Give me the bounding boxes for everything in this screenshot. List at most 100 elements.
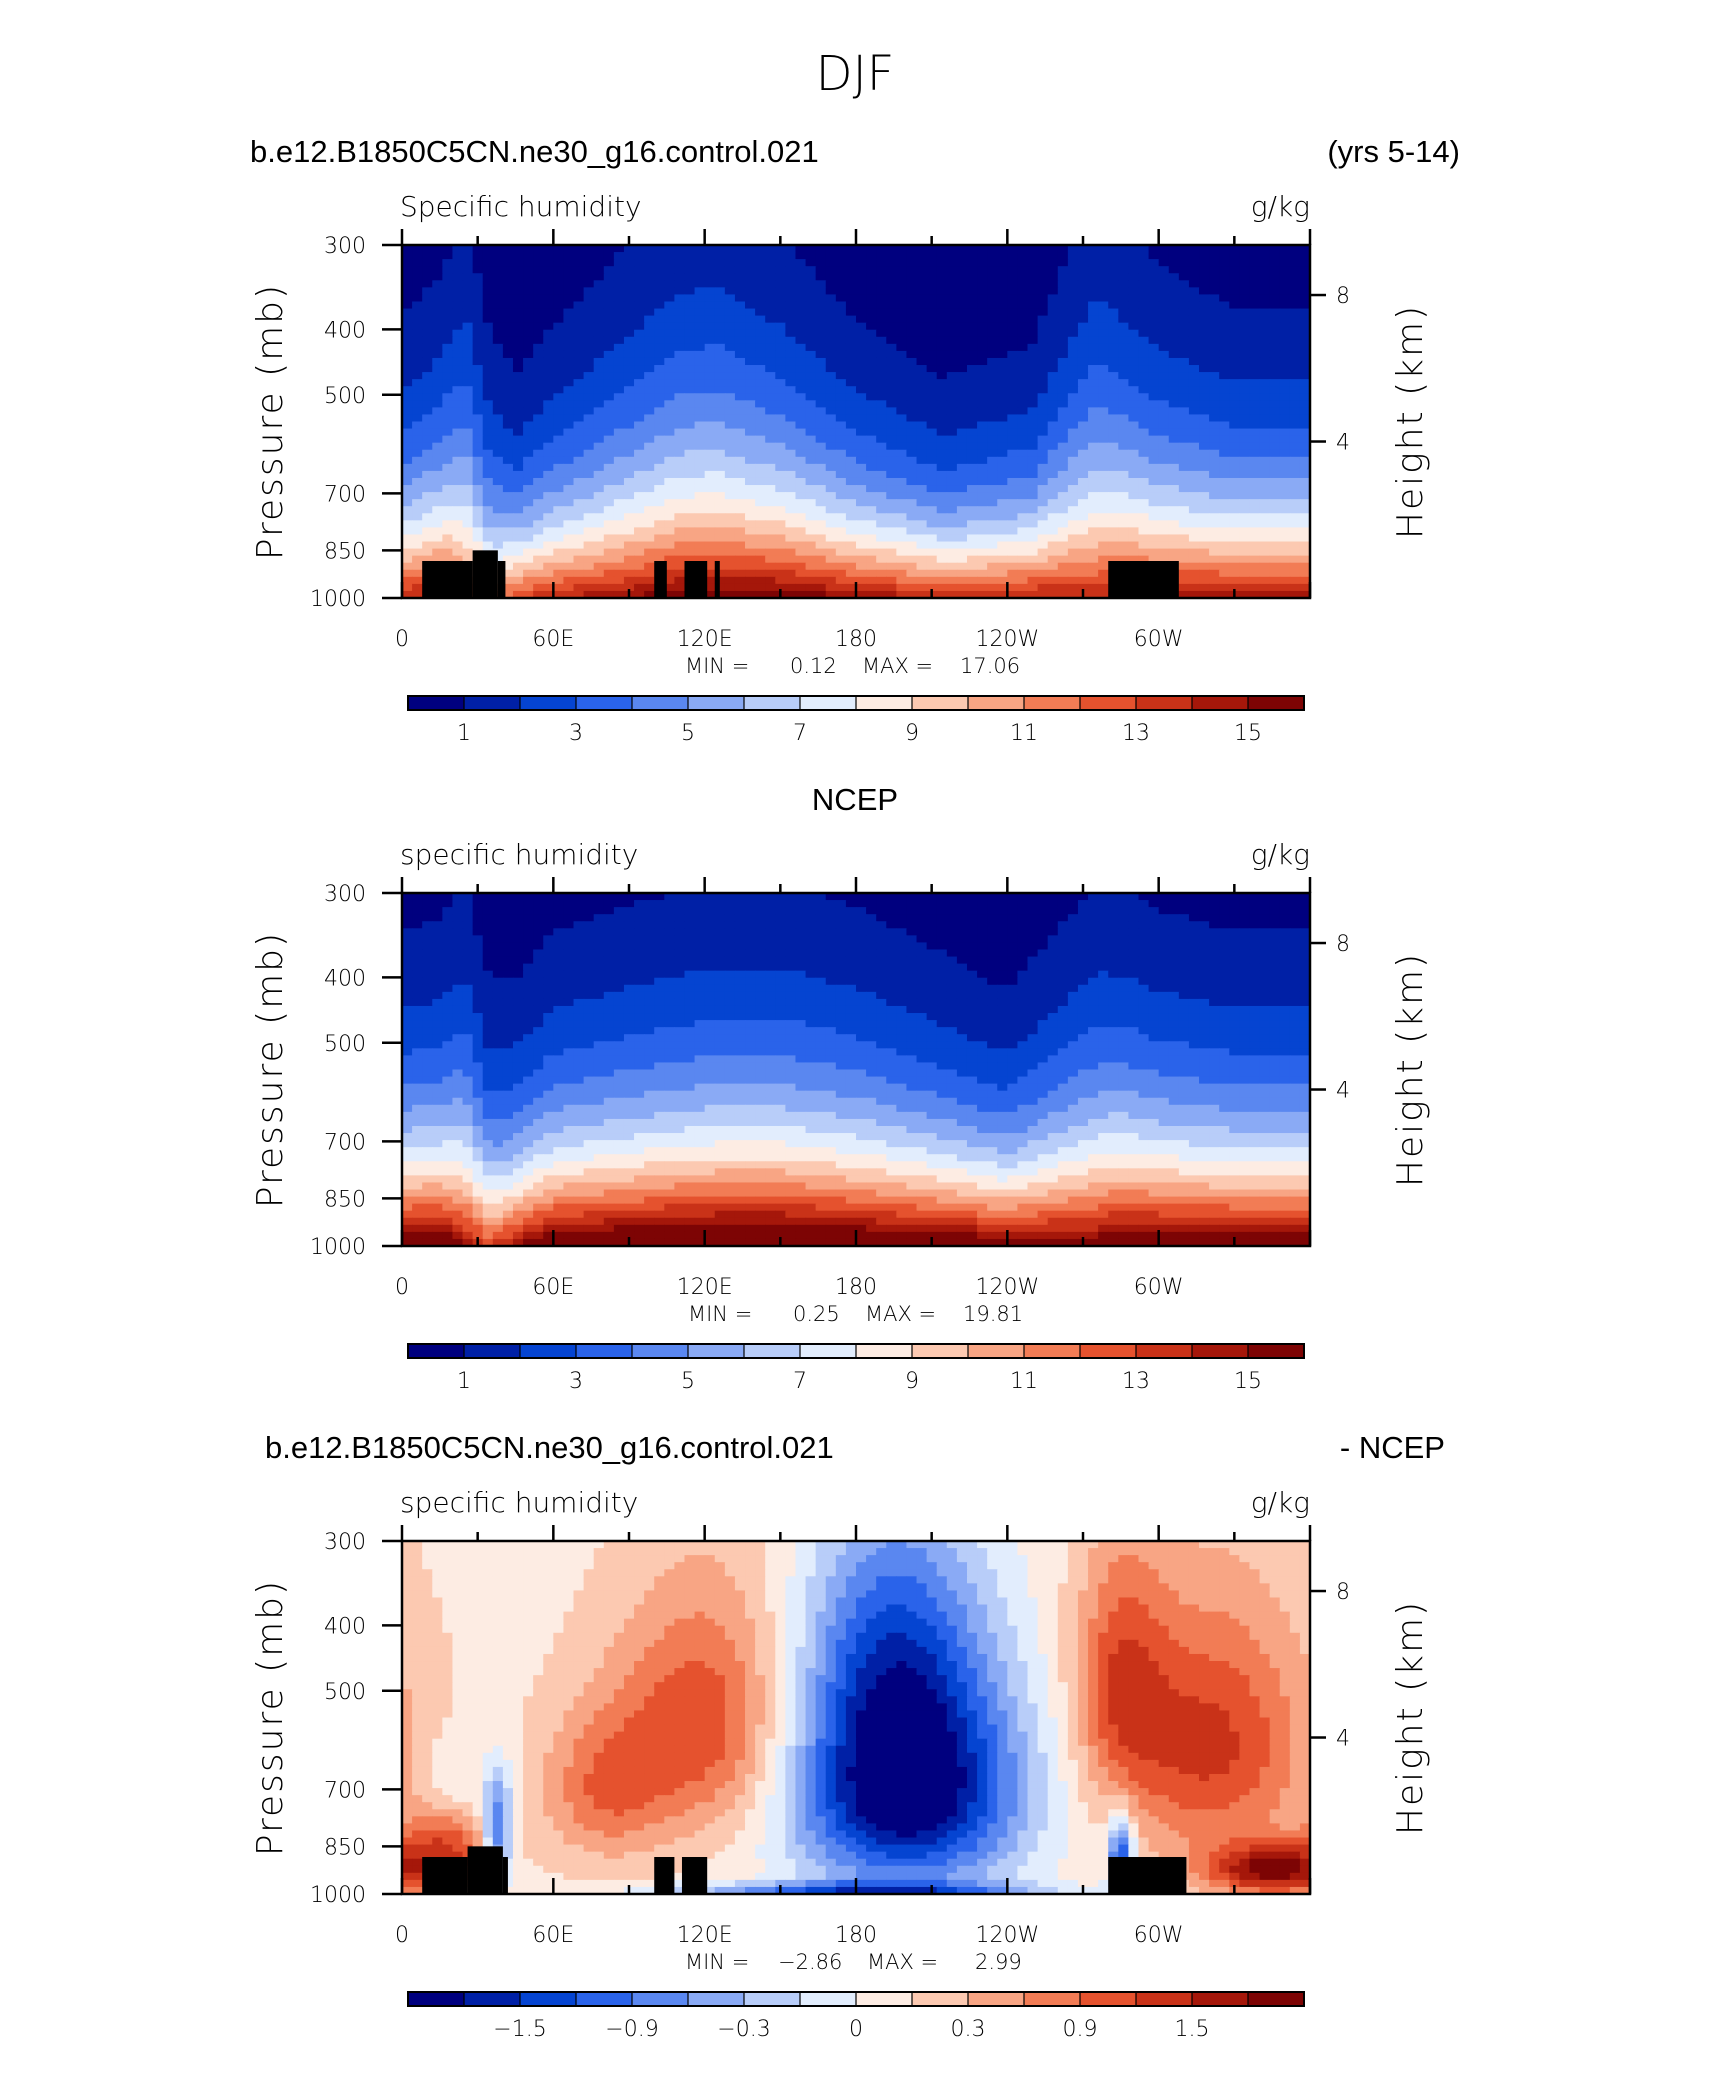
field-cell xyxy=(402,541,413,550)
field-cell xyxy=(593,372,605,380)
field-cell xyxy=(1138,456,1150,465)
field-cell xyxy=(563,576,575,585)
field-cell xyxy=(482,245,494,253)
field-cell xyxy=(805,400,817,408)
field-cell xyxy=(987,280,998,288)
field-cell xyxy=(1239,287,1251,296)
field-cell xyxy=(704,414,716,423)
field-cell xyxy=(1098,506,1109,514)
field-cell xyxy=(966,435,978,444)
field-cell xyxy=(916,527,928,536)
field-cell xyxy=(644,569,655,578)
field-cell xyxy=(845,336,857,345)
field-cell xyxy=(442,329,454,338)
field-cell xyxy=(553,470,565,479)
field-cell xyxy=(1037,506,1049,514)
field-cell xyxy=(603,569,615,578)
field-cell xyxy=(866,308,877,317)
field-cell xyxy=(956,548,968,557)
field-cell xyxy=(966,365,978,373)
field-cell xyxy=(1299,576,1311,585)
field-cell xyxy=(613,485,625,493)
colorbar-swatch xyxy=(1079,695,1137,711)
field-cell xyxy=(603,576,615,585)
field-cell xyxy=(714,294,726,303)
field-cell xyxy=(583,548,595,557)
field-cell xyxy=(613,435,625,444)
field-cell xyxy=(1188,428,1200,437)
field-cell xyxy=(412,527,423,536)
field-cell xyxy=(1017,562,1029,571)
field-cell xyxy=(987,365,998,373)
field-cell xyxy=(492,294,504,303)
field-cell xyxy=(1057,506,1069,514)
field-cell xyxy=(502,428,514,437)
field-cell xyxy=(946,294,958,303)
field-cell xyxy=(1138,400,1150,408)
field-cell xyxy=(906,470,918,479)
field-cell xyxy=(845,343,857,352)
field-cell xyxy=(442,893,454,901)
field-cell xyxy=(1077,287,1089,296)
field-cell xyxy=(674,548,686,557)
field-cell xyxy=(755,520,766,528)
field-cell xyxy=(533,280,544,288)
field-cell xyxy=(1209,541,1220,550)
field-cell xyxy=(412,273,423,281)
field-cell xyxy=(956,527,968,536)
field-cell xyxy=(432,329,443,338)
field-cell xyxy=(452,329,464,338)
field-cell xyxy=(613,294,625,303)
field-cell xyxy=(1168,520,1180,528)
field-cell xyxy=(745,386,756,394)
field-cell xyxy=(583,492,595,500)
field-cell xyxy=(734,513,746,521)
field-cell xyxy=(1279,386,1291,394)
field-cell xyxy=(1158,534,1170,543)
field-cell xyxy=(1098,555,1109,564)
field-cell xyxy=(1007,914,1019,922)
field-cell xyxy=(553,336,565,345)
field-cell xyxy=(1057,259,1069,267)
field-cell xyxy=(684,548,696,557)
field-cell xyxy=(926,449,938,458)
field-cell xyxy=(977,555,988,564)
field-cell xyxy=(1158,365,1170,373)
field-cell xyxy=(533,343,544,352)
field-cell xyxy=(956,252,968,260)
field-cell xyxy=(886,407,897,416)
field-cell xyxy=(825,900,837,908)
field-cell xyxy=(1098,499,1109,507)
field-cell xyxy=(1249,900,1261,908)
field-cell xyxy=(623,280,635,288)
field-cell xyxy=(402,492,413,500)
field-cell xyxy=(512,534,524,543)
field-cell xyxy=(1047,435,1059,444)
field-cell xyxy=(654,365,665,373)
field-cell xyxy=(866,534,877,543)
field-cell xyxy=(977,893,988,901)
field-cell xyxy=(462,336,474,345)
field-cell xyxy=(1289,893,1301,901)
field-cell xyxy=(956,893,968,901)
field-cell xyxy=(623,343,635,352)
field-cell xyxy=(402,513,413,521)
field-cell xyxy=(583,907,595,915)
field-cell xyxy=(462,499,474,507)
field-cell xyxy=(987,470,998,479)
field-cell xyxy=(1219,273,1230,281)
field-cell xyxy=(462,393,474,401)
field-cell xyxy=(502,485,514,493)
field-cell xyxy=(553,555,565,564)
field-cell xyxy=(956,414,968,423)
field-cell xyxy=(1148,485,1160,493)
field-cell xyxy=(1188,485,1200,493)
field-cell xyxy=(956,513,968,521)
field-cell xyxy=(1229,541,1240,550)
field-cell xyxy=(987,400,998,408)
field-cell xyxy=(452,357,464,366)
field-cell xyxy=(745,329,756,338)
field-cell xyxy=(563,569,575,578)
field-cell xyxy=(512,273,524,281)
field-cell xyxy=(835,273,847,281)
